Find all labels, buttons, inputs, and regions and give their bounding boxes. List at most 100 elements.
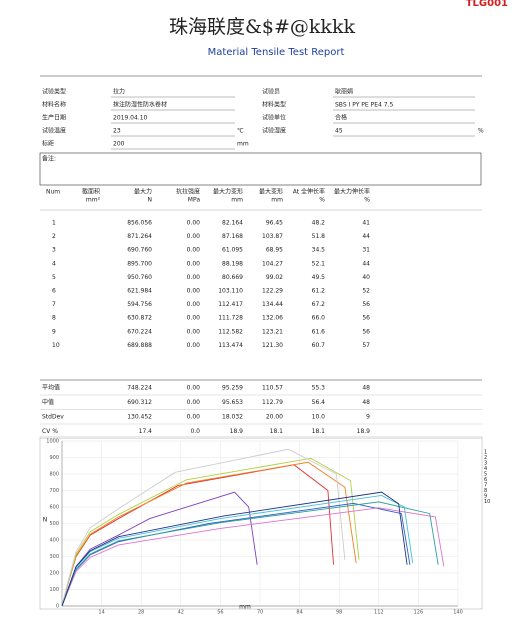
row-num: 5 <box>52 274 56 281</box>
x-axis-label: mm <box>239 604 251 611</box>
column-unit: mm <box>231 197 243 204</box>
cell: 0.00 <box>187 414 201 421</box>
cell: 61.2 <box>312 288 326 295</box>
cell: 0.00 <box>187 301 201 308</box>
cell: 56 <box>362 301 370 308</box>
cell: 856.056 <box>127 220 152 227</box>
cell: 66.0 <box>312 315 326 322</box>
row-num: 1 <box>52 220 56 227</box>
y-tick-label: 400 <box>49 538 59 544</box>
y-axis-label: N <box>43 517 48 524</box>
cell: 871.264 <box>127 233 152 240</box>
report-subtitle: Material Tensile Test Report <box>208 47 345 58</box>
cell: 20.00 <box>266 414 283 421</box>
cell: 55.3 <box>312 385 326 392</box>
cell: 52 <box>362 288 370 295</box>
cell: 0.00 <box>187 220 201 227</box>
column-unit: mm <box>271 197 283 204</box>
x-tick-label: 84 <box>296 610 302 616</box>
cell: 0.00 <box>187 233 201 240</box>
cell: 113.474 <box>218 342 243 349</box>
y-tick-label: 100 <box>49 587 59 593</box>
curve <box>61 461 357 607</box>
column-unit: % <box>319 197 325 204</box>
cell: 17.4 <box>139 428 153 435</box>
field-label: 材料名称 <box>42 101 66 109</box>
x-tick-label: 112 <box>374 610 384 616</box>
cell: 123.21 <box>262 328 283 335</box>
field-value: 45 <box>335 128 343 135</box>
legend-entry: 3 <box>484 461 487 467</box>
cell: 61.6 <box>312 328 326 335</box>
x-tick-label: 70 <box>257 610 263 616</box>
curve <box>61 448 346 607</box>
cell: 112.79 <box>262 399 283 406</box>
stat-label: StdDev <box>42 414 64 421</box>
cell: 18.9 <box>230 428 244 435</box>
field-value: 耿丽娟 <box>335 88 353 96</box>
column-header: 截面积 <box>82 188 100 196</box>
cell: 18.9 <box>357 428 371 435</box>
y-tick-label: 200 <box>49 571 59 577</box>
cell: 48 <box>362 385 370 392</box>
cell: 41 <box>362 220 370 227</box>
note-label: 备注: <box>42 155 56 163</box>
cell: 122.29 <box>262 288 283 295</box>
cell: 132.06 <box>262 315 283 322</box>
cell: 630.872 <box>127 315 152 322</box>
field-value: 2019.04.10 <box>113 115 148 122</box>
y-tick-label: 300 <box>49 554 59 560</box>
field-label: 试验温度 <box>42 127 66 135</box>
field-label: 试验湿度 <box>262 127 286 135</box>
field-label: 材料类型 <box>262 101 286 109</box>
row-num: 3 <box>52 247 56 254</box>
y-tick-label: 500 <box>49 521 59 527</box>
cell: 670.224 <box>127 328 152 335</box>
cell: 130.452 <box>127 414 152 421</box>
cell: 99.02 <box>266 274 283 281</box>
cell: 895.700 <box>127 260 152 267</box>
cell: 748.224 <box>127 385 152 392</box>
cell: 57 <box>362 342 370 349</box>
cell: 690.312 <box>127 399 152 406</box>
cell: 44 <box>362 260 370 267</box>
y-tick-label: 900 <box>49 455 59 461</box>
row-num: 4 <box>52 260 56 267</box>
field-label: 生产日期 <box>42 114 66 122</box>
cell: 594.756 <box>127 301 152 308</box>
cell: 87.168 <box>222 233 243 240</box>
field-label: 试验类型 <box>42 88 66 96</box>
cell: 0.00 <box>187 260 201 267</box>
column-header: Num <box>46 189 60 196</box>
cell: 111.728 <box>218 315 243 322</box>
legend-entry: 10 <box>484 499 490 505</box>
cell: 82.164 <box>222 220 243 227</box>
cell: 0.0 <box>190 428 200 435</box>
cell: 0.00 <box>187 247 201 254</box>
cell: 0.00 <box>187 288 201 295</box>
cell: 95.653 <box>222 399 243 406</box>
row-num: 7 <box>52 301 56 308</box>
row-num: 8 <box>52 315 56 322</box>
report-code: TLG001 <box>466 0 508 9</box>
cell: 18.032 <box>222 414 243 421</box>
cell: 10.0 <box>312 414 326 421</box>
cell: 44 <box>362 233 370 240</box>
cell: 689.888 <box>127 342 152 349</box>
column-header: 最大力变形 <box>213 188 243 196</box>
x-tick-label: 140 <box>453 610 463 616</box>
legend-entry: 8 <box>484 488 487 494</box>
x-tick-label: 28 <box>138 610 144 616</box>
legend-entry: 5 <box>484 472 487 478</box>
curve <box>61 502 411 607</box>
y-tick-label: 1000 <box>46 439 59 445</box>
stat-label: CV % <box>42 428 58 435</box>
curve <box>61 491 258 607</box>
row-num: 10 <box>52 342 60 349</box>
x-tick-label: 56 <box>217 610 223 616</box>
cell: 112.417 <box>218 301 243 308</box>
x-tick-label: 126 <box>414 610 424 616</box>
column-unit: % <box>364 197 370 204</box>
row-num: 9 <box>52 328 56 335</box>
